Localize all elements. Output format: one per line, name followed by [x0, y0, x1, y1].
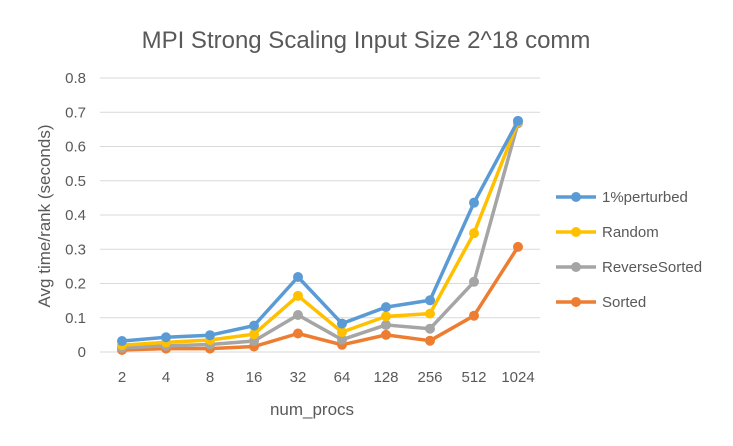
legend-label: Sorted — [602, 294, 646, 311]
legend-item: 1%perturbed — [556, 189, 688, 206]
data-point — [249, 320, 259, 331]
legend-label: Random — [602, 224, 659, 241]
y-axis-label: Avg time/rank (seconds) — [35, 125, 54, 308]
data-point — [381, 329, 391, 340]
series-group — [117, 115, 523, 355]
series-Random — [117, 116, 523, 351]
y-tick-label: 0.7 — [65, 104, 86, 121]
y-tick-label: 0.1 — [65, 310, 86, 327]
x-tick-label: 256 — [417, 369, 442, 386]
legend-marker — [571, 227, 581, 237]
series-line — [120, 120, 520, 347]
data-point — [293, 328, 303, 339]
series-1%perturbed — [117, 115, 523, 347]
legend-marker — [571, 297, 581, 307]
data-point — [469, 197, 479, 208]
y-tick-label: 0.6 — [65, 139, 86, 156]
y-axis-ticks: 0 0.1 0.2 0.3 0.4 0.5 0.6 0.7 0.8 — [65, 70, 86, 361]
legend-marker — [571, 262, 581, 272]
data-point — [425, 335, 435, 346]
data-point — [293, 310, 303, 321]
chart-title: MPI Strong Scaling Input Size 2^18 comm — [142, 27, 591, 54]
series-line — [120, 121, 520, 350]
x-tick-label: 1024 — [501, 369, 534, 386]
data-point — [381, 311, 391, 322]
y-tick-label: 0.5 — [65, 173, 86, 190]
data-point — [337, 334, 347, 345]
data-point — [381, 319, 391, 330]
y-tick-label: 0 — [78, 344, 86, 361]
x-tick-label: 512 — [461, 369, 486, 386]
y-tick-label: 0.8 — [65, 70, 86, 87]
data-point — [293, 290, 303, 301]
data-point — [117, 336, 127, 347]
data-point — [425, 308, 435, 319]
y-tick-label: 0.3 — [65, 241, 86, 258]
data-point — [249, 329, 259, 340]
data-point — [513, 115, 523, 126]
data-point — [381, 302, 391, 313]
x-tick-label: 128 — [373, 369, 398, 386]
data-point — [469, 276, 479, 287]
y-tick-label: 0.2 — [65, 276, 86, 293]
x-axis-label: num_procs — [270, 400, 354, 419]
data-point — [425, 323, 435, 334]
legend-label: ReverseSorted — [602, 259, 702, 276]
data-point — [293, 271, 303, 282]
legend-item: Random — [556, 224, 659, 241]
y-tick-label: 0.4 — [65, 207, 86, 224]
data-point — [469, 310, 479, 321]
legend: 1%perturbed Random ReverseSorted Sorted — [556, 189, 702, 311]
series-line — [120, 245, 520, 352]
data-point — [425, 295, 435, 306]
series-line — [120, 119, 520, 343]
x-tick-label: 64 — [334, 369, 351, 386]
legend-label: 1%perturbed — [602, 189, 688, 206]
gridlines — [100, 77, 540, 353]
data-point — [161, 332, 171, 343]
data-point — [513, 241, 523, 252]
legend-item: ReverseSorted — [556, 259, 702, 276]
data-point — [205, 330, 215, 341]
data-point — [249, 336, 259, 347]
x-tick-label: 8 — [206, 369, 214, 386]
data-point — [469, 228, 479, 239]
data-point — [337, 318, 347, 329]
legend-marker — [571, 192, 581, 202]
data-point — [337, 327, 347, 338]
x-axis-ticks: 2 4 8 16 32 64 128 256 512 1024 — [118, 369, 535, 386]
x-tick-label: 16 — [246, 369, 263, 386]
x-tick-label: 2 — [118, 369, 126, 386]
x-tick-label: 4 — [162, 369, 170, 386]
x-tick-label: 32 — [290, 369, 307, 386]
legend-item: Sorted — [556, 294, 646, 311]
